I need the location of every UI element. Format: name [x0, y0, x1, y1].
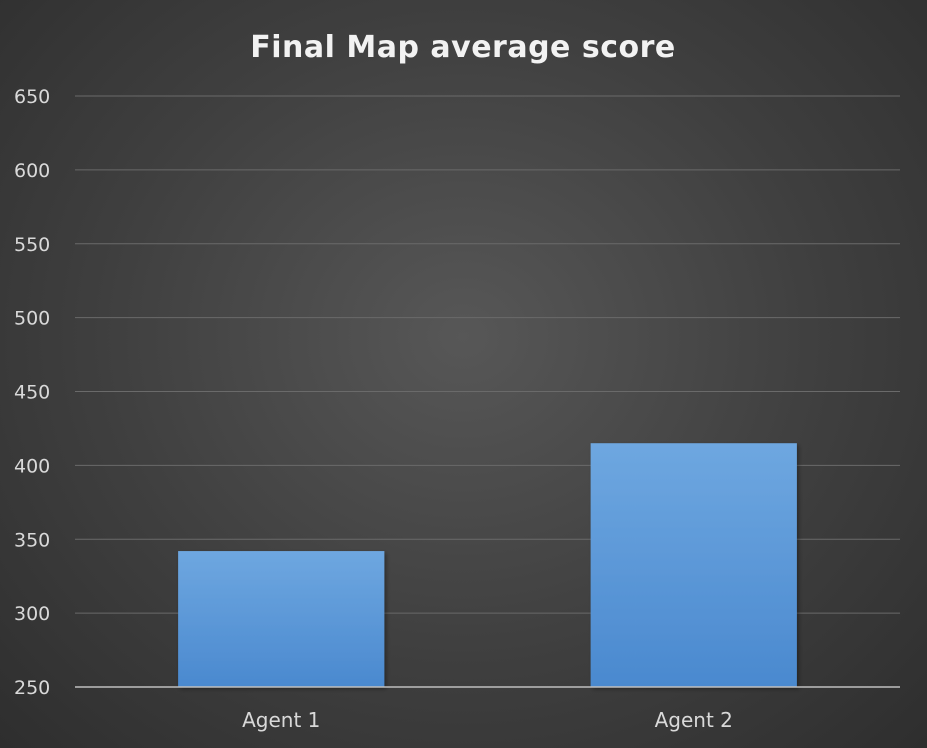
bar-agent-1: [178, 551, 385, 687]
y-tick-label: 250: [14, 677, 50, 699]
chart-title: Final Map average score: [250, 30, 675, 65]
bars: [178, 443, 797, 687]
labels: 250 300 350 400 450 500 550 600 650 Agent 1 Agent …: [14, 86, 733, 732]
y-tick-label: 600: [14, 160, 50, 182]
y-tick-label: 450: [14, 382, 50, 404]
y-tick-label: 300: [14, 603, 50, 625]
y-tick-label: 500: [14, 308, 50, 330]
gridlines: [75, 95, 900, 614]
y-tick-label: 350: [14, 529, 50, 551]
y-tick-label: 550: [14, 234, 50, 256]
x-tick-label: Agent 2: [655, 708, 733, 732]
y-tick-label: 650: [14, 86, 50, 108]
y-tick-label: 400: [14, 455, 50, 477]
bar-agent-2: [590, 443, 797, 687]
x-tick-label: Agent 1: [242, 708, 320, 732]
